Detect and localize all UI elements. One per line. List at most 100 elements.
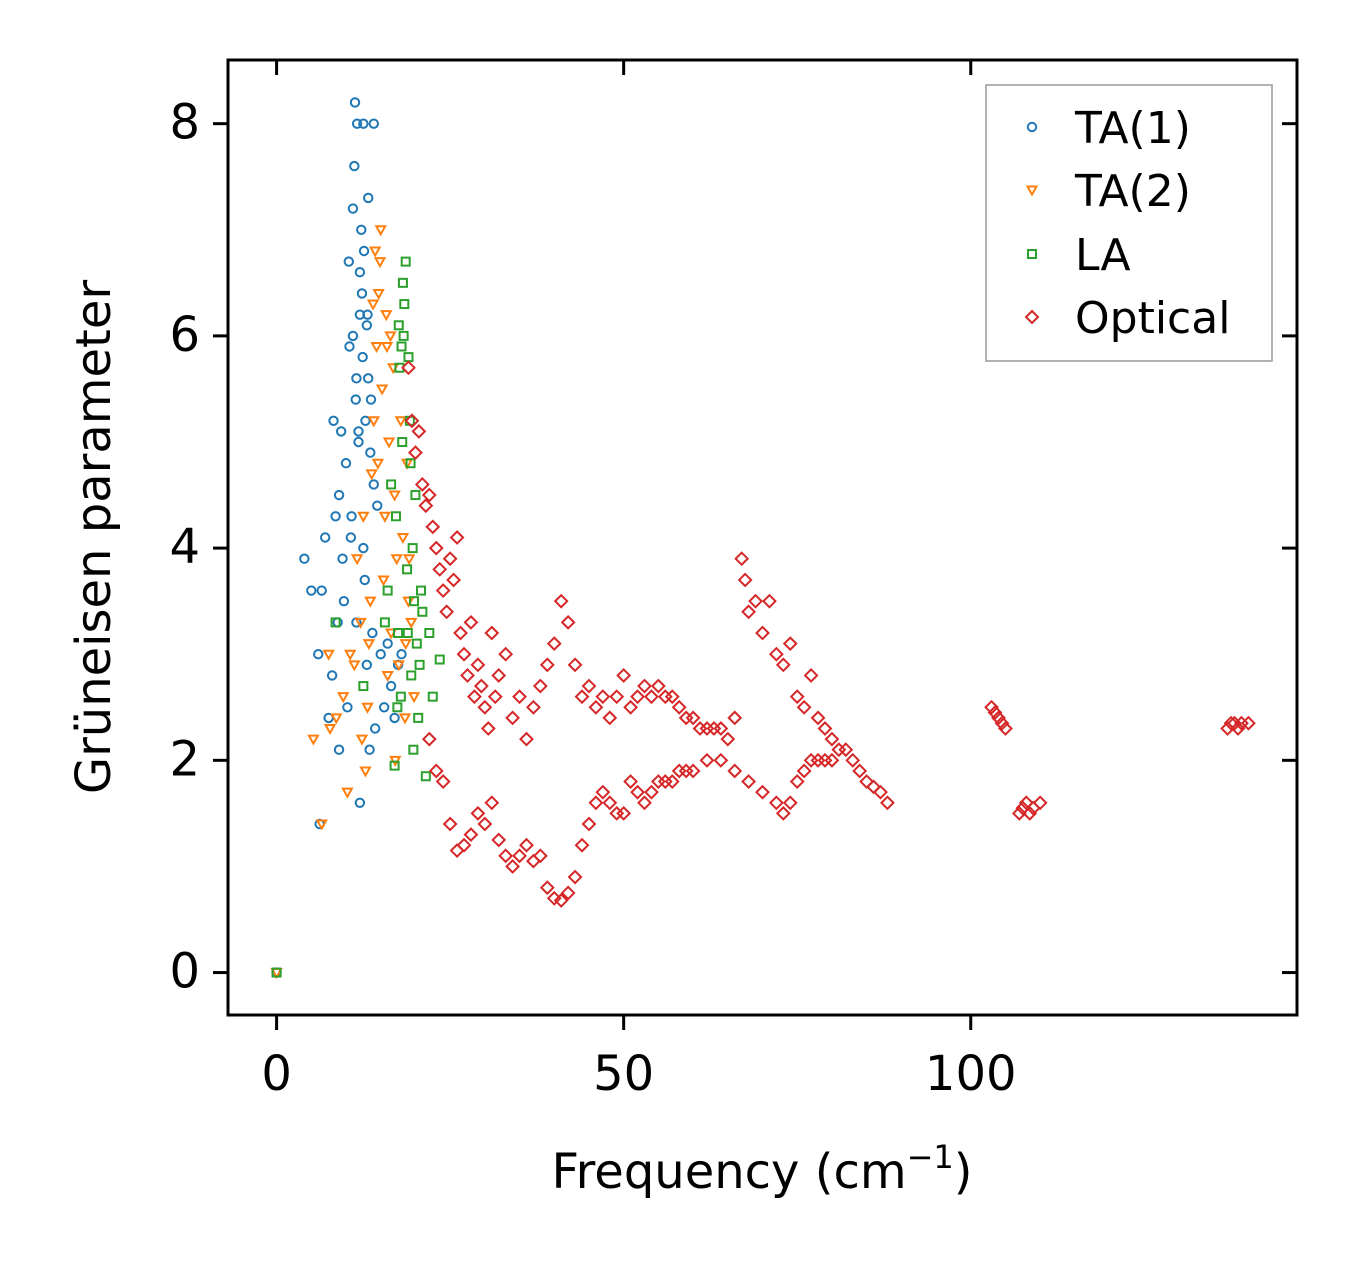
marker-optical (838, 742, 854, 758)
marker-optical (567, 869, 583, 885)
marker-ta-1 (382, 638, 393, 649)
marker-optical (404, 413, 420, 429)
marker-ta-2 (366, 299, 380, 311)
marker-optical (810, 710, 826, 726)
marker-la (417, 606, 428, 617)
marker-optical (588, 795, 604, 811)
marker-optical (699, 752, 715, 768)
marker-ta-1 (328, 415, 339, 426)
legend-marker-ta-1 (1026, 121, 1038, 133)
marker-ta-1 (396, 649, 407, 660)
marker-optical (824, 731, 840, 747)
plot-frame (226, 58, 1299, 1017)
marker-optical (789, 774, 805, 789)
marker-optical (789, 689, 805, 705)
marker-optical (421, 487, 437, 503)
marker-optical (845, 752, 861, 768)
marker-ta-2 (398, 713, 412, 725)
marker-la (358, 681, 369, 692)
marker-optical (998, 721, 1013, 736)
marker-optical (1022, 805, 1038, 821)
marker-optical (560, 885, 576, 901)
marker-ta-2 (407, 692, 421, 704)
marker-optical (1015, 800, 1031, 816)
marker-la (395, 691, 406, 702)
marker-optical (1018, 795, 1034, 811)
marker-ta-2 (384, 331, 397, 343)
marker-ta-2 (382, 437, 396, 449)
marker-la (400, 256, 411, 267)
marker-optical (1223, 715, 1239, 731)
y-tick-label: 6 (169, 307, 200, 363)
marker-ta-1 (354, 267, 366, 278)
marker-ta-1 (372, 500, 383, 511)
marker-ta-1 (358, 245, 370, 257)
marker-optical (526, 699, 541, 715)
marker-optical (498, 646, 514, 662)
data-markers (270, 97, 1256, 980)
marker-la (410, 490, 421, 501)
y-tick-label: 0 (169, 944, 200, 1000)
marker-optical (741, 774, 757, 789)
marker-optical (713, 721, 729, 736)
marker-ta-1 (342, 702, 353, 713)
marker-ta-2 (367, 416, 380, 428)
marker-optical (852, 763, 868, 779)
marker-optical (637, 795, 652, 811)
marker-optical (796, 699, 812, 715)
marker-la (434, 654, 445, 665)
marker-ta-1 (330, 511, 341, 522)
marker-ta-1 (375, 649, 386, 660)
marker-ta-1 (356, 288, 368, 299)
marker-optical (671, 699, 687, 715)
marker-optical (768, 795, 784, 811)
marker-la (382, 585, 393, 596)
marker-optical (539, 657, 555, 673)
marker-la (415, 585, 426, 596)
marker-ta-1 (349, 160, 360, 172)
y-axis-label: Grüneisen parameter (66, 280, 122, 795)
marker-ta-2 (315, 819, 328, 831)
x-tick-label: 0 (261, 1046, 292, 1102)
marker-optical (477, 816, 493, 832)
marker-ta-2 (396, 533, 410, 545)
marker-optical (425, 519, 441, 535)
marker-ta-2 (365, 469, 378, 481)
marker-optical (644, 689, 659, 705)
marker-ta-2 (330, 713, 343, 725)
legend-label-optical: Optical (1075, 293, 1230, 344)
marker-optical (567, 657, 583, 673)
marker-optical (1032, 795, 1048, 811)
marker-ta-2 (371, 458, 385, 470)
marker-optical (449, 530, 465, 545)
marker-optical (512, 689, 527, 705)
marker-ta-1 (368, 118, 379, 129)
marker-optical (470, 657, 486, 673)
marker-optical (880, 795, 895, 811)
marker-optical (782, 795, 798, 811)
marker-ta-1 (349, 97, 361, 108)
marker-ta-2 (350, 554, 364, 566)
marker-optical (467, 689, 482, 705)
x-axis-label-close: ) (954, 1144, 973, 1200)
marker-ta-1 (361, 659, 373, 671)
marker-la (413, 712, 424, 723)
marker-optical (526, 853, 541, 869)
marker-ta-2 (364, 596, 377, 608)
marker-optical (449, 843, 465, 858)
marker-ta-2 (307, 734, 320, 746)
marker-ta-2 (354, 617, 367, 629)
marker-optical (664, 689, 680, 705)
marker-optical (421, 731, 437, 747)
marker-optical (595, 784, 611, 800)
marker-ta-1 (389, 712, 400, 724)
marker-ta-2 (323, 724, 337, 736)
marker-optical (630, 784, 645, 800)
marker-optical (782, 636, 798, 652)
marker-optical (1230, 721, 1246, 736)
marker-ta-1 (326, 670, 338, 681)
x-tick-label: 50 (593, 1046, 654, 1102)
marker-ta-1 (332, 617, 343, 628)
marker-optical (411, 423, 427, 439)
marker-ta-2 (355, 734, 369, 746)
